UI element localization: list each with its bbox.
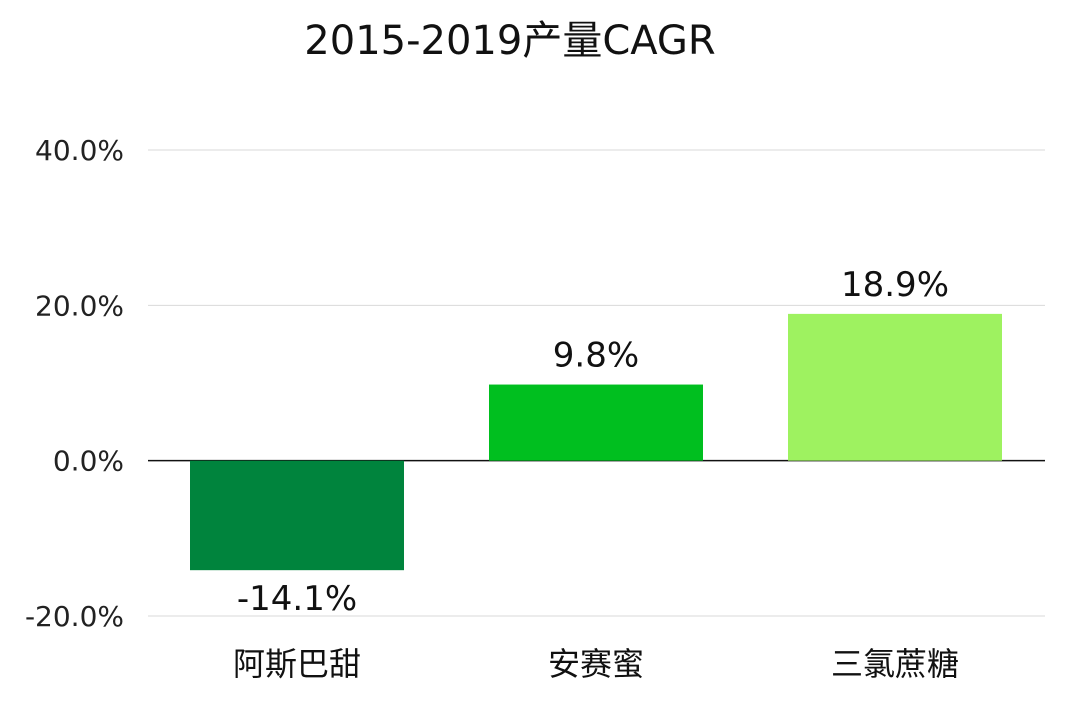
category-label-2: 安赛蜜	[548, 645, 644, 683]
bar-2	[489, 384, 703, 461]
data-label-1: -14.1%	[237, 579, 357, 619]
y-tick-label: 40.0%	[35, 134, 124, 167]
y-axis-labels: 40.0% 20.0% 0.0% -20.0%	[25, 134, 124, 633]
y-tick-label: 20.0%	[35, 289, 124, 322]
category-label-1: 阿斯巴甜	[233, 645, 361, 683]
category-label-3: 三氯蔗糖	[831, 645, 959, 683]
chart-title: 2015-2019产量CAGR	[304, 18, 715, 64]
y-tick-label: -20.0%	[25, 600, 124, 633]
bars	[190, 313, 1002, 571]
data-label-3: 18.9%	[841, 265, 949, 305]
data-label-2: 9.8%	[553, 336, 639, 376]
bar-3	[788, 313, 1002, 461]
bar-1	[190, 460, 404, 571]
data-labels: -14.1% 9.8% 18.9%	[237, 265, 949, 619]
y-tick-label: 0.0%	[53, 445, 124, 478]
x-axis-labels: 阿斯巴甜 安赛蜜 三氯蔗糖	[233, 645, 959, 683]
